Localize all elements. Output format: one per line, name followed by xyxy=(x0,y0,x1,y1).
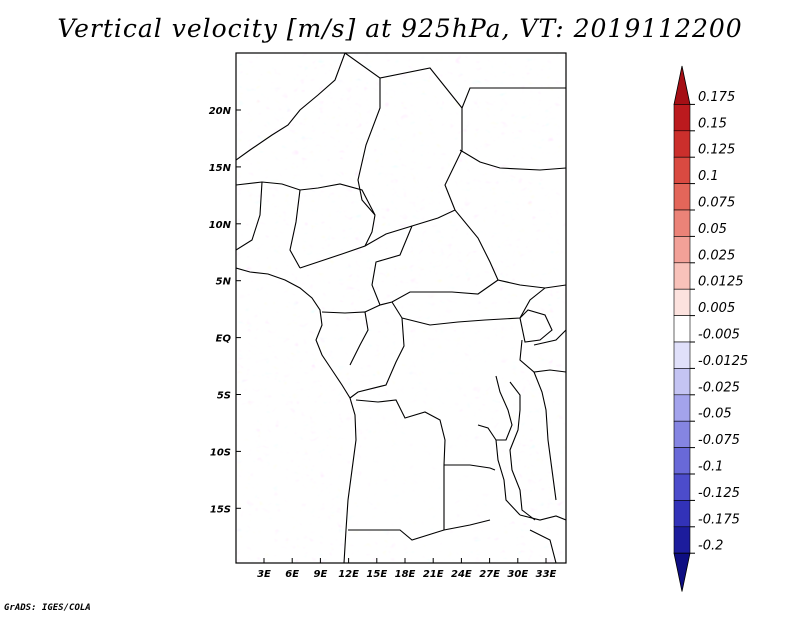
colorbar-label: -0.0125 xyxy=(698,354,748,369)
colorbar: 0.175 0.15 0.125 0.1 0.075 0.05 0.025 0.0125 0.0… xyxy=(673,65,748,592)
lon-label: 3E xyxy=(257,569,271,580)
colorbar-label: -0.075 xyxy=(698,433,740,448)
lat-label: 10N xyxy=(209,220,232,231)
lat-label: 20N xyxy=(209,106,232,117)
colorbar-label: 0.025 xyxy=(698,248,735,263)
colorbar-swatch xyxy=(673,209,691,237)
colorbar-label: -0.005 xyxy=(698,328,740,343)
colorbar-label: 0.0125 xyxy=(698,275,744,290)
lat-label: 10S xyxy=(210,447,231,458)
lat-label: EQ xyxy=(216,334,232,345)
colorbar-swatch xyxy=(673,420,691,448)
lon-label: 27E xyxy=(479,569,500,580)
map-title: Vertical velocity [m/s] at 925hPa, VT: 2… xyxy=(57,14,743,43)
colorbar-swatch xyxy=(673,183,691,211)
colorbar-label: -0.175 xyxy=(698,512,740,527)
lon-label: 15E xyxy=(366,569,387,580)
lon-label: 6E xyxy=(285,569,299,580)
colorbar-label: 0.05 xyxy=(698,222,727,237)
country-borders xyxy=(236,53,566,563)
plot-frame xyxy=(235,52,567,564)
colorbar-label: 0.075 xyxy=(698,196,735,211)
colorbar-swatch xyxy=(673,236,691,264)
colorbar-label: -0.125 xyxy=(698,486,740,501)
colorbar-swatch xyxy=(673,262,691,290)
grads-credit: GrADS: IGES/COLA xyxy=(4,603,91,613)
latitude-axis: 20N 15N 10N 5N EQ 5S 10S 15S xyxy=(209,106,241,515)
colorbar-label: -0.1 xyxy=(698,460,723,475)
lon-label: 18E xyxy=(395,569,416,580)
colorbar-swatch xyxy=(673,341,691,369)
colorbar-label: 0.125 xyxy=(698,143,735,158)
colorbar-label: 0.1 xyxy=(698,169,719,184)
colorbar-label: -0.025 xyxy=(698,380,740,395)
colorbar-swatch xyxy=(673,394,691,422)
lon-label: 24E xyxy=(451,569,472,580)
lat-label: 5N xyxy=(216,277,232,288)
lat-label: 5S xyxy=(217,391,231,402)
lon-label: 33E xyxy=(536,569,557,580)
colorbar-swatch xyxy=(673,473,691,501)
lon-label: 9E xyxy=(314,569,328,580)
colorbar-swatch xyxy=(673,156,691,184)
lat-label: 15S xyxy=(210,504,231,515)
colorbar-bottom-triangle xyxy=(673,552,691,592)
colorbar-label: 0.175 xyxy=(698,90,735,105)
colorbar-swatch xyxy=(673,288,691,316)
colorbar-swatch xyxy=(673,368,691,396)
colorbar-swatch xyxy=(673,447,691,475)
colorbar-swatch xyxy=(673,526,691,554)
colorbar-label: 0.15 xyxy=(698,116,727,131)
lon-label: 12E xyxy=(338,569,359,580)
colorbar-swatch xyxy=(673,130,691,158)
longitude-axis: 3E 6E 9E 12E 15E 18E 21E 24E 27E 30E 33E xyxy=(257,558,557,580)
velocity-field xyxy=(236,53,566,563)
colorbar-label: -0.2 xyxy=(698,539,723,554)
lon-label: 21E xyxy=(423,569,444,580)
colorbar-swatch xyxy=(673,500,691,528)
colorbar-swatch xyxy=(673,315,691,343)
lat-label: 15N xyxy=(209,163,232,174)
colorbar-label: 0.005 xyxy=(698,301,735,316)
lon-label: 30E xyxy=(507,569,528,580)
colorbar-swatch xyxy=(673,104,691,132)
colorbar-top-triangle xyxy=(673,65,691,105)
colorbar-label: -0.05 xyxy=(698,407,732,422)
